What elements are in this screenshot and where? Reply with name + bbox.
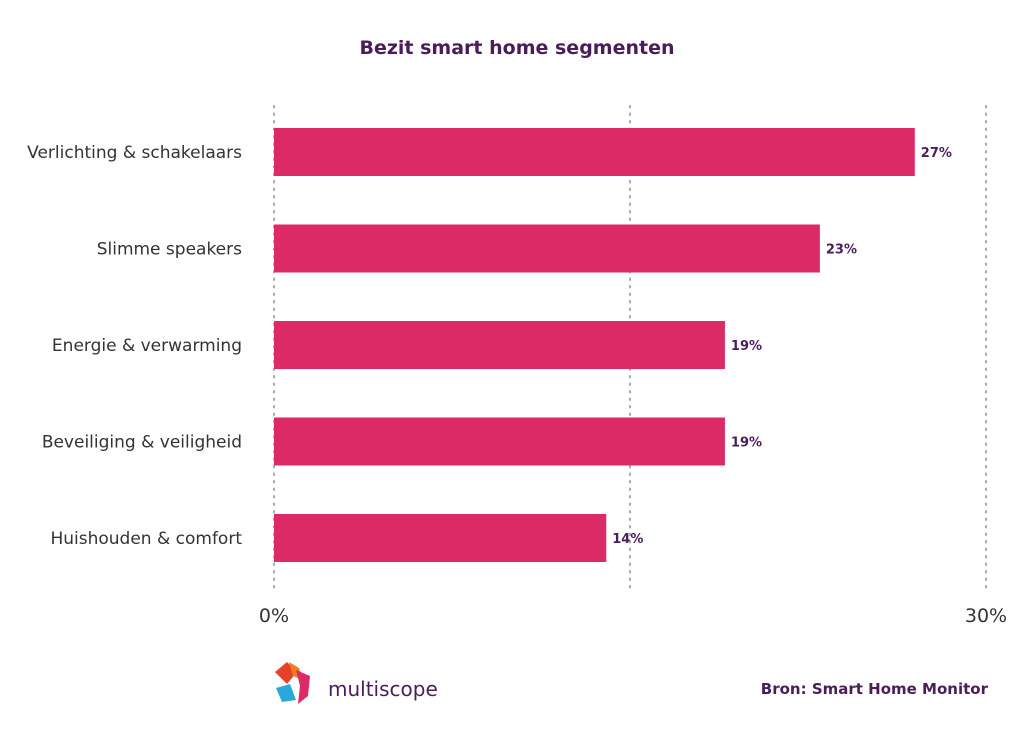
value-label: 27%	[921, 146, 952, 161]
value-label: 19%	[731, 436, 762, 451]
x-tick-label-max: 30%	[965, 605, 1007, 627]
category-label: Beveiliging & veiligheid	[42, 433, 242, 453]
bars	[274, 128, 915, 562]
value-labels: 27% 23% 19% 19% 14%	[612, 146, 952, 547]
source-note: Bron: Smart Home Monitor	[761, 680, 989, 698]
chart-title: Bezit smart home segmenten	[359, 37, 674, 59]
bar	[274, 128, 915, 176]
category-label: Energie & verwarming	[52, 336, 242, 356]
bar	[274, 224, 820, 273]
x-tick-label-min: 0%	[259, 605, 289, 627]
category-label: Huishouden & comfort	[50, 529, 242, 549]
value-label: 23%	[826, 243, 857, 258]
category-label: Slimme speakers	[97, 240, 242, 260]
bar	[274, 321, 725, 369]
bar	[274, 417, 725, 466]
category-label: Verlichting & schakelaars	[27, 143, 242, 163]
category-labels: Verlichting & schakelaars Slimme speakers…	[27, 143, 242, 549]
logo-text: multiscope	[328, 677, 438, 701]
value-label: 19%	[731, 339, 762, 354]
value-label: 14%	[612, 532, 643, 547]
multiscope-logo-icon	[275, 662, 310, 704]
bar	[274, 514, 607, 562]
